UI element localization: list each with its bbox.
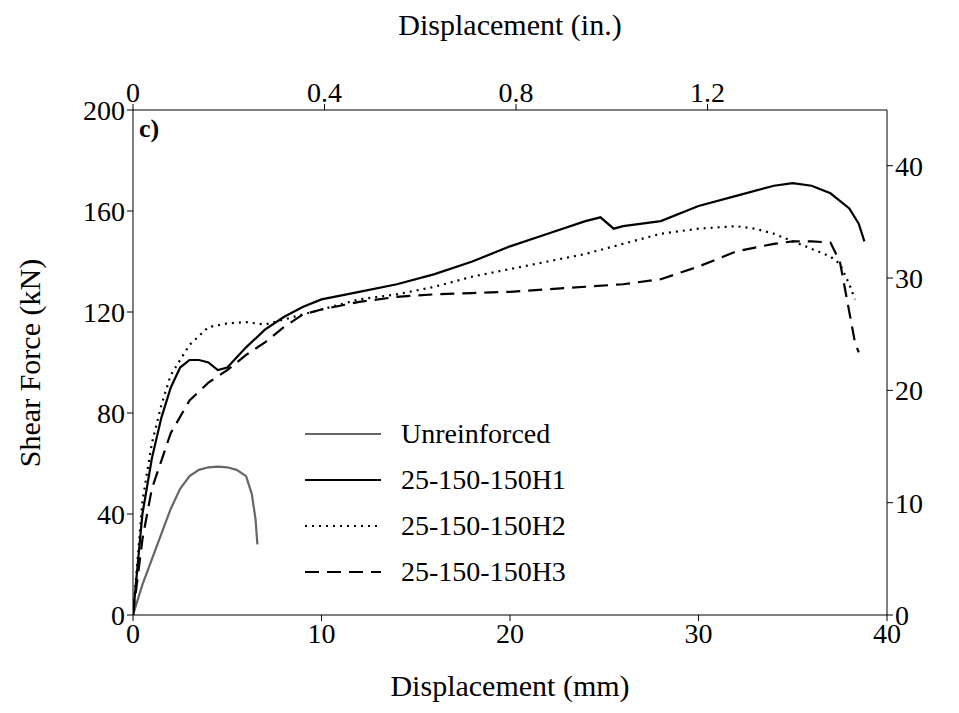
svg-text:0.4: 0.4 [307,77,342,108]
html-text:25-150-150H1: 25-150-150H1 [401,464,566,495]
svg-text:1.2: 1.2 [690,77,725,108]
html-text:Displacement (mm): Displacement (mm) [390,669,630,702]
svg-text:40: 40 [895,151,923,182]
html-text:25-150-150H3: 25-150-150H3 [401,556,566,587]
svg-text:40: 40 [97,499,125,530]
svg-text:120: 120 [83,297,125,328]
svg-text:10: 10 [308,618,336,649]
svg-text:10: 10 [895,488,923,519]
html-text:c): c) [139,114,160,143]
svg-text:0: 0 [126,618,140,649]
svg-text:200: 200 [83,95,125,126]
html-text:Unreinforced: Unreinforced [401,418,551,449]
svg-text:0: 0 [111,600,125,631]
svg-text:40: 40 [873,617,901,649]
svg-text:30: 30 [895,263,923,294]
svg-text:80: 80 [97,398,125,429]
html-text:Displacement (in.): Displacement (in.) [398,8,622,41]
html-text:Shear Force (kN): Shear Force (kN) [13,258,46,467]
svg-text:20: 20 [496,618,524,649]
svg-text:0: 0 [126,77,140,108]
svg-text:0: 0 [895,600,909,631]
svg-text:160: 160 [83,196,125,227]
svg-text:20: 20 [895,375,923,406]
svg-text:30: 30 [685,618,713,649]
html-text:25-150-150H2: 25-150-150H2 [401,510,566,541]
svg-text:0.8: 0.8 [499,77,534,108]
